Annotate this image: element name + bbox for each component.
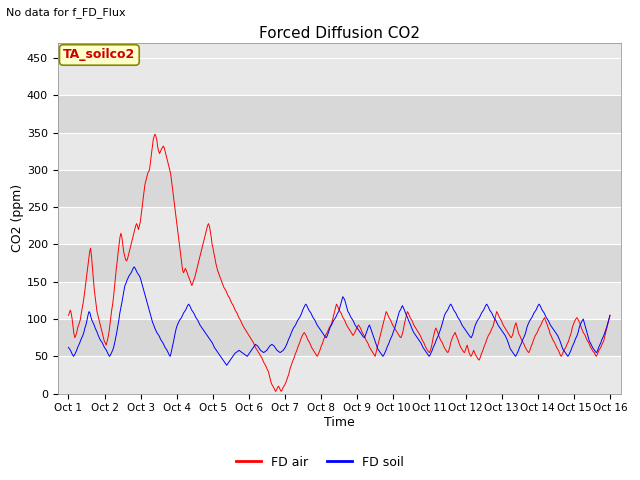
Text: TA_soilco2: TA_soilco2 bbox=[63, 48, 136, 61]
X-axis label: Time: Time bbox=[324, 416, 355, 429]
Bar bbox=[58, 132, 621, 170]
Bar bbox=[58, 58, 621, 96]
Bar bbox=[58, 282, 621, 319]
Bar bbox=[58, 319, 621, 356]
Y-axis label: CO2 (ppm): CO2 (ppm) bbox=[11, 184, 24, 252]
Bar bbox=[58, 244, 621, 282]
Bar bbox=[58, 96, 621, 132]
Text: No data for f_FD_Flux: No data for f_FD_Flux bbox=[6, 7, 126, 18]
Title: Forced Diffusion CO2: Forced Diffusion CO2 bbox=[259, 25, 420, 41]
Bar bbox=[58, 356, 621, 394]
Legend: FD air, FD soil: FD air, FD soil bbox=[231, 451, 409, 474]
Bar bbox=[58, 170, 621, 207]
Bar bbox=[58, 207, 621, 244]
